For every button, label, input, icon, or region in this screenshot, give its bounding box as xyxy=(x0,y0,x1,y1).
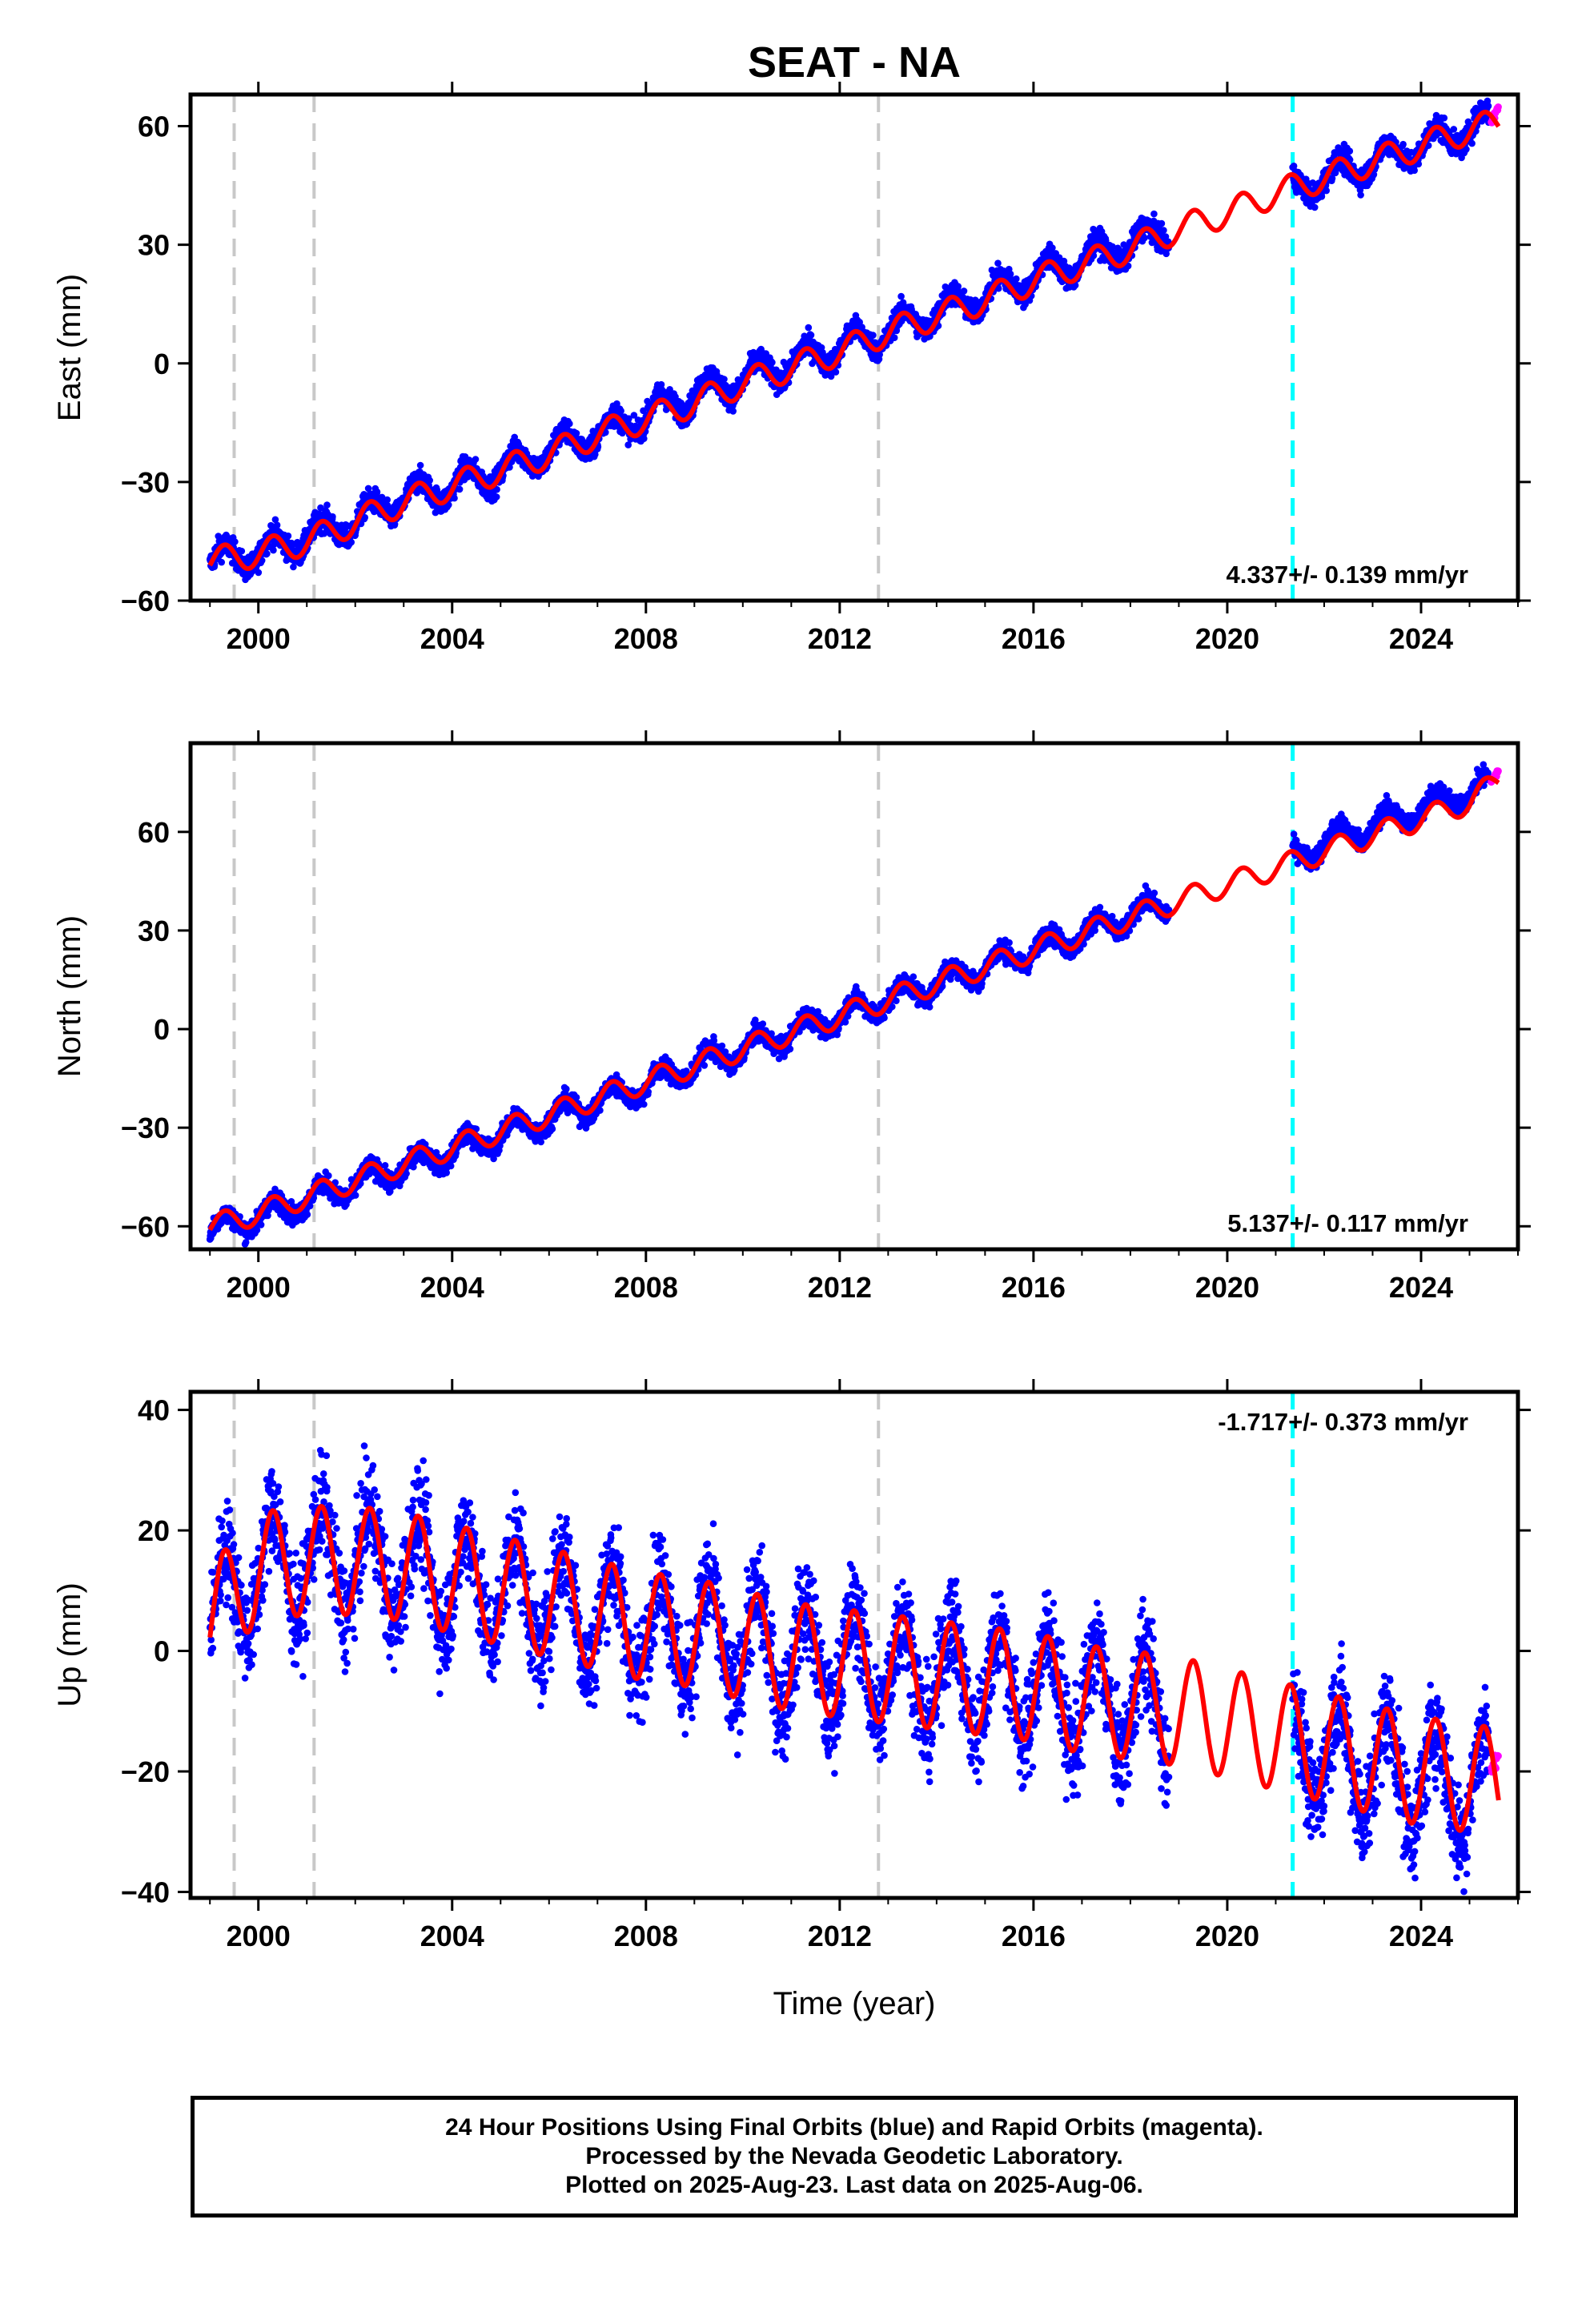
final-orbit-point xyxy=(897,292,905,300)
final-orbit-point xyxy=(630,412,638,419)
final-orbit-point xyxy=(323,501,331,509)
final-orbit-point xyxy=(284,532,292,540)
final-orbit-point xyxy=(416,461,424,469)
final-orbit-point xyxy=(506,464,513,471)
final-orbit-point xyxy=(472,456,480,463)
final-orbit-point xyxy=(624,441,632,448)
final-orbit-point xyxy=(832,368,840,376)
final-orbit-point xyxy=(1013,275,1020,283)
final-orbit-point xyxy=(271,516,279,524)
final-orbit-point xyxy=(657,380,665,388)
final-orbit-point xyxy=(290,563,297,571)
final-orbit-point xyxy=(361,513,369,521)
final-orbit-point xyxy=(805,324,813,332)
final-orbit-point xyxy=(1311,203,1319,211)
final-orbit-point xyxy=(456,485,464,493)
final-orbit-point xyxy=(994,259,1002,267)
final-orbit-point xyxy=(329,513,336,521)
y-tick-label: 30 xyxy=(138,229,170,262)
final-orbit-point xyxy=(1468,139,1476,147)
y-tick-label: 0 xyxy=(154,348,170,380)
final-orbit-point xyxy=(347,538,355,546)
final-orbit-point xyxy=(1160,227,1167,234)
x-tick-label: 2020 xyxy=(1195,622,1259,655)
final-orbit-point xyxy=(960,287,968,295)
x-tick-label: 2008 xyxy=(614,622,678,655)
final-orbit-point xyxy=(666,386,673,393)
final-orbit-point xyxy=(1346,147,1354,155)
final-orbit-point xyxy=(769,359,776,366)
final-orbit-point xyxy=(1484,103,1492,110)
y-tick-label: 60 xyxy=(138,111,170,143)
final-orbit-point xyxy=(1357,191,1364,199)
final-orbit-point xyxy=(1399,140,1407,148)
plot-area xyxy=(206,743,1502,1249)
final-orbit-point xyxy=(1150,210,1158,218)
final-orbit-point xyxy=(273,521,281,529)
final-orbit-point xyxy=(270,546,277,554)
final-orbit-point xyxy=(325,1172,332,1180)
final-orbit-point xyxy=(303,1211,311,1218)
final-orbit-point xyxy=(351,1192,359,1199)
final-orbit-point xyxy=(640,435,648,442)
final-orbit-point xyxy=(263,550,271,557)
final-orbit-point xyxy=(511,433,518,441)
east-panel: 2000 2004 2008 2012 2016 2020 2024 −60 −30 0 30 60 E… xyxy=(52,82,1531,655)
final-orbit-point xyxy=(566,420,573,428)
x-tick-label: 2004 xyxy=(420,622,484,655)
final-orbit-point xyxy=(1158,219,1166,227)
final-orbit-point xyxy=(218,558,226,566)
final-orbit-point xyxy=(364,485,372,493)
x-tick-label: 2012 xyxy=(808,622,872,655)
final-orbit-point xyxy=(1323,187,1330,195)
rapid-orbit-point xyxy=(1494,103,1502,111)
x-tick-label: 2024 xyxy=(1389,622,1453,655)
final-orbit-point xyxy=(238,547,246,555)
final-orbit-point xyxy=(1450,126,1458,133)
final-orbit-point xyxy=(255,569,263,577)
final-orbit-point xyxy=(257,1221,265,1228)
figure-title: SEAT - NA xyxy=(748,38,961,86)
final-orbit-point xyxy=(954,283,962,290)
y-axis-label: East (mm) xyxy=(52,274,87,421)
final-orbit-point xyxy=(869,332,877,339)
y-tick-label: −30 xyxy=(121,466,170,499)
final-orbit-point xyxy=(381,1162,389,1169)
final-orbit-point xyxy=(1318,193,1326,200)
final-orbit-point xyxy=(729,408,737,415)
final-orbit-point xyxy=(1440,115,1448,122)
final-orbit-point xyxy=(447,1162,455,1170)
final-orbit-point xyxy=(492,493,500,501)
final-orbit-point xyxy=(613,400,620,408)
final-orbit-point xyxy=(493,485,500,493)
final-orbit-point xyxy=(378,493,386,501)
velocity-label: 4.337+/- 0.139 mm/yr xyxy=(1227,561,1468,589)
plot-area xyxy=(206,94,1502,601)
final-orbit-point xyxy=(1141,234,1148,242)
final-orbit-point xyxy=(572,429,580,437)
north-panel: 2000 2004 2008 2012 2016 2020 2024−60−3003060N… xyxy=(52,730,1531,1304)
final-orbit-point xyxy=(231,538,239,545)
final-orbit-point xyxy=(890,334,898,342)
final-orbit-point xyxy=(451,494,458,502)
final-orbit-point xyxy=(373,489,381,496)
final-orbit-point xyxy=(625,415,632,422)
final-orbit-point xyxy=(426,476,433,485)
final-orbit-point xyxy=(807,332,815,339)
final-orbit-point xyxy=(619,429,626,437)
x-tick-label: 2016 xyxy=(1002,622,1066,655)
final-orbit-point xyxy=(721,376,728,383)
final-orbit-point xyxy=(1411,167,1418,175)
y-tick-label: −60 xyxy=(121,585,170,617)
final-orbit-point xyxy=(445,501,452,509)
final-orbit-point xyxy=(391,521,399,528)
x-tick-label: 2000 xyxy=(227,622,291,655)
final-orbit-point xyxy=(617,407,624,415)
final-orbit-point xyxy=(383,496,391,504)
